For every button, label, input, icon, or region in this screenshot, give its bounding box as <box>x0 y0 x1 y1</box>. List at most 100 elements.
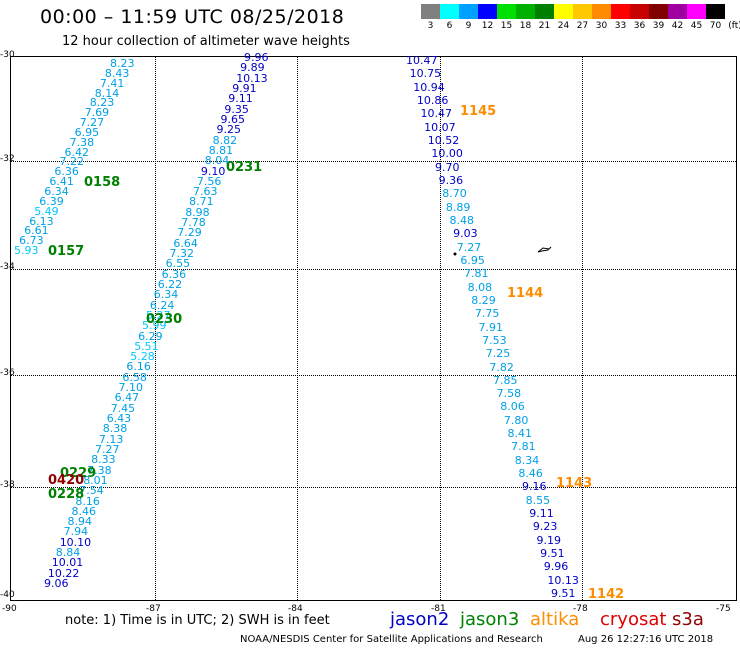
footer-timestamp: Aug 26 12:27:16 UTC 2018 <box>578 634 714 645</box>
track-c-value: 10.13 <box>547 573 579 587</box>
track-b-value: 6.34 <box>153 288 179 302</box>
track-b-value: 6.64 <box>173 236 198 250</box>
track-c-value: 9.23 <box>532 520 558 534</box>
track-b-value: 9.25 <box>216 123 242 137</box>
scale-label-36: 36 <box>633 21 646 31</box>
time-label-0420: 0420 <box>48 473 85 488</box>
track-b-value: 10.10 <box>59 535 92 549</box>
track-c-value: 7.75 <box>474 307 500 321</box>
track-a-value: 6.13 <box>29 214 54 228</box>
track-a-value: 5.49 <box>34 204 59 218</box>
scale-swatch-45 <box>687 4 706 19</box>
track-a-value: 6.36 <box>54 165 79 179</box>
track-b-value: 7.32 <box>169 247 195 260</box>
grid-line-lat-34 <box>11 269 736 270</box>
satellite-legend-jason2: jason2 <box>390 609 450 630</box>
track-b-value: 9.91 <box>232 81 257 95</box>
track-c-value: 8.46 <box>518 467 543 481</box>
track-c-value: 10.86 <box>416 94 449 107</box>
track-b-value: 5.51 <box>134 339 159 353</box>
track-b-value: 8.04 <box>204 154 230 168</box>
track-c-value: 8.34 <box>514 453 540 467</box>
track-b-value: 5.99 <box>142 319 167 333</box>
scale-swatch-12 <box>478 4 497 19</box>
lat-label: -38 <box>0 480 15 490</box>
track-c-value: 9.36 <box>438 173 464 187</box>
track-b-value: 8.82 <box>212 133 238 147</box>
track-a-value: 6.61 <box>24 224 49 238</box>
scale-swatch-42 <box>668 4 687 19</box>
lat-label: -36 <box>0 368 15 378</box>
scale-label-70: 70 <box>709 21 722 31</box>
track-c-value: 8.70 <box>442 187 467 201</box>
track-c-value: 7.53 <box>482 333 507 347</box>
footer-note: note: 1) Time is in UTC; 2) SWH is in fe… <box>65 613 330 628</box>
track-a-value: 6.42 <box>64 145 90 159</box>
track-a-value: 6.41 <box>49 175 74 189</box>
track-b-value: 9.89 <box>240 61 265 75</box>
track-b-value: 8.46 <box>71 504 97 518</box>
grid-line-lon-84 <box>297 57 298 600</box>
track-c-value: 8.06 <box>500 400 525 414</box>
lat-label: -34 <box>0 262 15 272</box>
scale-label-6: 6 <box>446 21 453 31</box>
track-b-value: 5.28 <box>130 350 155 364</box>
track-b-value: 7.29 <box>177 226 202 240</box>
map-title: 00:00 – 11:59 UTC 08/25/2018 <box>40 6 345 28</box>
track-a-value: 8.23 <box>89 96 115 110</box>
track-b-value: 8.71 <box>189 195 214 209</box>
track-c-value: 7.81 <box>511 440 536 454</box>
track-b-value: 8.94 <box>67 515 93 529</box>
track-b-value: 6.58 <box>122 370 147 384</box>
track-c-value: 8.55 <box>525 493 551 507</box>
scale-swatch-9 <box>459 4 478 19</box>
time-label-1144: 1144 <box>507 286 544 301</box>
track-c-value: 7.58 <box>496 387 522 401</box>
track-c-value: 10.47 <box>420 107 453 121</box>
track-b-value: 8.01 <box>83 473 108 487</box>
track-c-value: 8.89 <box>445 200 471 214</box>
time-label-0230: 0230 <box>146 312 183 327</box>
lon-label: -84 <box>288 604 303 614</box>
track-c-value: 9.19 <box>536 533 562 547</box>
map-subtitle: 12 hour collection of altimeter wave hei… <box>62 34 350 49</box>
track-b-value: 6.24 <box>149 298 175 312</box>
scale-swatch-6 <box>440 4 459 19</box>
time-label-0158: 0158 <box>84 175 121 190</box>
track-a-value: 7.27 <box>79 116 105 130</box>
scale-label-24: 24 <box>557 21 570 31</box>
scale-label-45: 45 <box>690 21 703 31</box>
satellite-legend-altika: altika <box>530 609 580 630</box>
track-c-value: 10.94 <box>413 80 445 94</box>
track-a-value: 6.34 <box>44 184 69 198</box>
scale-label-30: 30 <box>595 21 608 31</box>
track-b-value: 10.13 <box>236 71 268 85</box>
lat-label: -40 <box>0 590 15 600</box>
scale-label-18: 18 <box>519 21 532 31</box>
track-a-value: 6.39 <box>39 194 64 208</box>
track-a-value: 7.22 <box>59 155 85 169</box>
track-b-value: 8.16 <box>75 494 100 508</box>
track-b-value: 10.22 <box>47 566 80 580</box>
scale-label-9: 9 <box>465 21 472 31</box>
track-b-value: 6.16 <box>126 360 151 374</box>
track-b-value: 7.45 <box>110 401 136 415</box>
lon-label: -81 <box>431 604 446 614</box>
track-c-value: 9.51 <box>540 547 565 560</box>
track-b-value: 8.98 <box>185 205 210 219</box>
track-c-value: 7.80 <box>503 413 529 427</box>
track-b-value: 9.06 <box>44 577 69 590</box>
lat-label: -32 <box>0 154 15 164</box>
grid-line-lat-36 <box>11 375 736 376</box>
track-b-value: 5.27 <box>146 308 171 322</box>
scale-swatch-3 <box>421 4 440 19</box>
track-b-value: 8.84 <box>55 546 81 560</box>
track-a-value: 6.73 <box>19 234 44 248</box>
track-c-value: 10.47 <box>406 54 438 67</box>
track-c-value: 10.07 <box>424 120 456 134</box>
time-label-1142: 1142 <box>588 587 625 602</box>
grid-line-lat-38 <box>11 487 736 488</box>
track-b-value: 9.10 <box>200 164 226 178</box>
track-b-value: 9.65 <box>220 112 246 126</box>
